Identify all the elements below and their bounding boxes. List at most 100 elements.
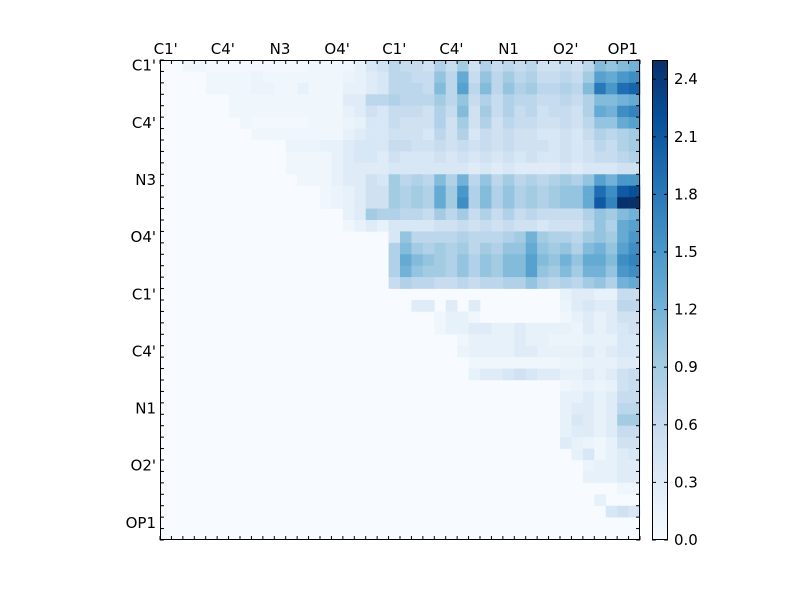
heatmap-cell-r5-c23: [422, 117, 435, 129]
heatmap-cell-r27-c34: [548, 368, 561, 381]
heatmap-cell-r18-c33: [537, 265, 549, 278]
heatmap-cell-r6-c17: [354, 128, 367, 141]
heatmap-cell-r4-c38: [594, 105, 607, 118]
heatmap-cell-r12-c33: [537, 197, 549, 209]
heatmap-cell-r13-c21: [400, 208, 412, 221]
heatmap-cell-r0-c6: [228, 60, 241, 72]
heatmap-cell-r0-c26: [457, 60, 469, 72]
heatmap-cell-r17-c33: [537, 254, 549, 267]
heatmap-cell-r4-c40: [617, 105, 629, 118]
heatmap-cell-r14-c41: [628, 220, 641, 232]
heatmap-cell-r11-c34: [548, 185, 561, 198]
heatmap-cell-r19-c34: [548, 277, 561, 289]
heatmap-cell-r17-c39: [605, 254, 618, 267]
heatmap-cell-r1-c32: [525, 71, 538, 84]
heatmap-cell-r6-c13: [308, 128, 321, 141]
heatmap-cell-r25-c38: [594, 345, 607, 358]
heatmap-cell-r16-c37: [582, 242, 595, 255]
heatmap-cell-r13-c19: [377, 208, 389, 221]
heatmap-cell-r11-c33: [537, 185, 549, 198]
heatmap-cell-r2-c29: [491, 82, 504, 95]
heatmap-cell-r16-c25: [445, 242, 458, 255]
heatmap-cell-r12-c24: [434, 197, 447, 209]
heatmap-cell-r4-c14: [320, 105, 332, 118]
heatmap-cell-r10-c37: [582, 174, 595, 187]
heatmap-cell-r26-c34: [548, 357, 561, 369]
heatmap-cell-r30-c41: [628, 402, 641, 415]
heatmap-cell-r23-c24: [434, 322, 447, 335]
heatmap-cell-r13-c33: [537, 208, 549, 221]
heatmap-cell-r5-c18: [365, 117, 378, 129]
heatmap-cell-r3-c40: [617, 94, 629, 107]
heatmap-cell-r0-c11: [285, 60, 298, 72]
heatmap-cell-r10-c23: [422, 174, 435, 187]
heatmap-cell-r35-c38: [594, 460, 607, 472]
heatmap-cell-r25-c40: [617, 345, 629, 358]
heatmap-cell-r25-c36: [571, 345, 584, 358]
heatmap-cell-r3-c17: [354, 94, 367, 107]
heatmap-cell-r18-c31: [514, 265, 527, 278]
heatmap-cell-r17-c24: [434, 254, 447, 267]
colorbar-tick-label: 1.5: [674, 243, 698, 261]
heatmap-cell-r12-c32: [525, 197, 538, 209]
heatmap-cell-r1-c18: [365, 71, 378, 84]
heatmap-cell-r18-c28: [480, 265, 492, 278]
heatmap-cell-r21-c25: [445, 300, 458, 312]
heatmap-cell-r3-c35: [560, 94, 572, 107]
heatmap-cell-r16-c28: [480, 242, 492, 255]
heatmap-cell-r7-c16: [342, 140, 355, 152]
heatmap-cell-r25-c32: [525, 345, 538, 358]
heatmap-cell-r10-c36: [571, 174, 584, 187]
heatmap-cell-r23-c41: [628, 322, 641, 335]
heatmap-cell-r1-c25: [445, 71, 458, 84]
heatmap-cell-r0-c33: [537, 60, 549, 72]
heatmap-cell-r26-c39: [605, 357, 618, 369]
heatmap-cell-r10-c34: [548, 174, 561, 187]
heatmap-cell-r4-c16: [342, 105, 355, 118]
heatmap-cell-r16-c32: [525, 242, 538, 255]
heatmap-cell-r1-c20: [388, 71, 401, 84]
heatmap-cell-r4-c27: [468, 105, 481, 118]
heatmap-cell-r8-c26: [457, 151, 469, 164]
heatmap-cell-r7-c24: [434, 140, 447, 152]
heatmap-cell-r0-c32: [525, 60, 538, 72]
heatmap-cell-r4-c29: [491, 105, 504, 118]
heatmap-cell-r5-c17: [354, 117, 367, 129]
heatmap-cell-r8-c21: [400, 151, 412, 164]
heatmap-cell-r6-c38: [594, 128, 607, 141]
heatmap-cell-r18-c22: [411, 265, 424, 278]
heatmap-cell-r1-c31: [514, 71, 527, 84]
heatmap-cell-r34-c37: [582, 448, 595, 461]
heatmap-cell-r14-c29: [491, 220, 504, 232]
heatmap-cell-r12-c16: [342, 197, 355, 209]
heatmap-cell-r15-c38: [594, 231, 607, 244]
heatmap-cell-r18-c37: [582, 265, 595, 278]
heatmap-cell-r24-c30: [502, 334, 515, 347]
heatmap-cell-r21-c35: [560, 300, 572, 312]
heatmap-cell-r9-c35: [560, 162, 572, 175]
heatmap-cell-r0-c41: [628, 60, 641, 72]
heatmap-cell-r19-c31: [514, 277, 527, 289]
heatmap-cell-r2-c7: [240, 82, 252, 95]
heatmap-cell-r5-c21: [400, 117, 412, 129]
heatmap-cell-r8-c29: [491, 151, 504, 164]
heatmap-cell-r8-c40: [617, 151, 629, 164]
heatmap-cell-r9-c11: [285, 162, 298, 175]
heatmap-cell-r15-c39: [605, 231, 618, 244]
heatmap-cell-r14-c30: [502, 220, 515, 232]
heatmap-cell-r4-c37: [582, 105, 595, 118]
heatmap-cell-r22-c27: [468, 311, 481, 324]
heatmap-cell-r17-c38: [594, 254, 607, 267]
heatmap-cell-r21-c27: [468, 300, 481, 312]
heatmap-cell-r23-c29: [491, 322, 504, 335]
heatmap-cell-r26-c32: [525, 357, 538, 369]
heatmap-cell-r10-c29: [491, 174, 504, 187]
heatmap-cell-r22-c41: [628, 311, 641, 324]
heatmap-cell-r13-c24: [434, 208, 447, 221]
heatmap-cell-r13-c41: [628, 208, 641, 221]
x-tick-label: C4': [211, 40, 235, 58]
heatmap-cell-r6-c26: [457, 128, 469, 141]
heatmap-cell-r0-c16: [342, 60, 355, 72]
heatmap-cell-r10-c31: [514, 174, 527, 187]
heatmap-cell-r5-c36: [571, 117, 584, 129]
